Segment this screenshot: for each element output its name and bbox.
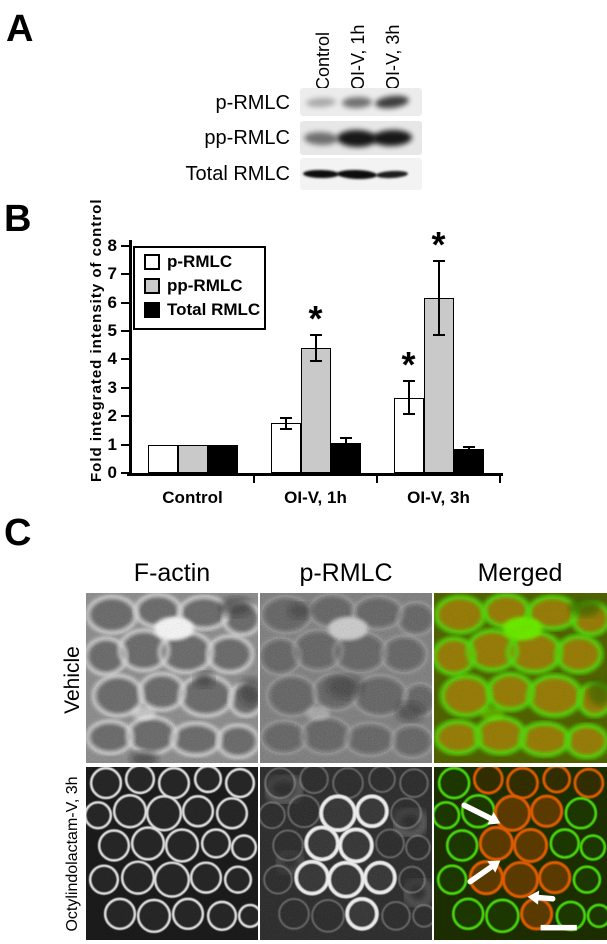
legend-swatch-pp-rmlc xyxy=(144,278,160,294)
error-bar-cap xyxy=(309,360,322,363)
error-bar-cap xyxy=(402,413,415,416)
x-axis xyxy=(127,473,503,476)
micrograph-oiv-f-actin xyxy=(86,767,258,940)
x-tick-label: Control xyxy=(162,488,223,507)
blot-row-label-total-rmlc: Total RMLC xyxy=(185,163,290,185)
legend-label-pp-rmlc: pp-RMLC xyxy=(167,276,243,295)
y-tick-label: 4 xyxy=(107,349,117,369)
y-tick-label: 7 xyxy=(107,264,117,284)
panel-c-label: C xyxy=(4,512,32,554)
arrow-icon xyxy=(461,802,501,825)
arrow-icon xyxy=(467,860,501,885)
error-bar-cap xyxy=(309,333,322,336)
legend-entry-total-rmlc: Total RMLC xyxy=(144,300,264,320)
error-bar-cap xyxy=(402,380,415,383)
y-tick-label: 1 xyxy=(107,434,117,454)
y-tick-mark xyxy=(121,273,131,276)
column-header-f-actin: F-actin xyxy=(133,559,211,587)
arrow-icon xyxy=(527,890,556,905)
error-bar xyxy=(284,417,287,429)
y-tick-label: 5 xyxy=(107,321,117,340)
y-tick-mark xyxy=(121,415,131,418)
bar-p-RMLC xyxy=(270,423,301,473)
error-bar-cap xyxy=(279,427,292,430)
y-tick-label: 0 xyxy=(107,463,117,482)
y-tick-mark xyxy=(121,358,131,361)
y-tick-mark xyxy=(121,386,131,389)
y-axis xyxy=(129,240,132,476)
panel-b-label: B xyxy=(4,198,32,240)
significance-asterisk: * xyxy=(431,224,446,266)
bar-pp-RMLC xyxy=(177,444,208,473)
legend-swatch-total-rmlc xyxy=(144,302,160,318)
bar-Total RMLC xyxy=(453,448,484,473)
error-bar-cap xyxy=(339,445,352,448)
oiv-f-actin-image xyxy=(86,767,258,940)
column-header-p-rmlc: p-RMLC xyxy=(299,559,393,587)
error-bar-cap xyxy=(279,416,292,419)
legend-swatch-p-rmlc xyxy=(144,254,160,270)
oiv-p-rmlc-image xyxy=(260,767,432,940)
row-label-octylindolactam: Octylindolactam-V, 3h xyxy=(64,776,81,932)
blot-row-label-pp-rmlc: pp-RMLC xyxy=(204,127,290,149)
bar-p-RMLC xyxy=(147,444,178,473)
error-bar xyxy=(314,334,317,362)
bar-pp-RMLC xyxy=(300,348,331,473)
bar-chart: 0 1 2 3 4 5 6 7 8 Control OI-V, 1h * OI-V, 3h * * xyxy=(107,224,503,507)
y-tick-mark xyxy=(121,301,131,304)
y-tick-mark xyxy=(121,244,131,247)
legend-entry-pp-rmlc: pp-RMLC xyxy=(144,276,264,296)
y-tick-label: 8 xyxy=(107,235,117,255)
legend-label-p-rmlc: p-RMLC xyxy=(167,252,233,271)
x-tick-mark xyxy=(376,476,378,483)
error-bar xyxy=(437,261,440,336)
chart-legend: p-RMLC pp-RMLC Total RMLC xyxy=(133,246,266,330)
micrograph-oiv-merged xyxy=(434,767,607,940)
x-tick-label: OI-V, 3h xyxy=(407,488,470,507)
bar-Total RMLC xyxy=(207,444,238,473)
x-tick-mark xyxy=(499,476,501,483)
error-bar xyxy=(467,446,470,452)
error-bar xyxy=(407,381,410,415)
vehicle-f-actin-image xyxy=(86,593,258,763)
error-bar-cap xyxy=(432,334,445,337)
y-tick-mark xyxy=(121,330,131,332)
micrograph-vehicle-f-actin xyxy=(86,593,258,763)
micrograph-vehicle-merged xyxy=(434,593,607,763)
error-bar-cap xyxy=(432,260,445,263)
scale-bar xyxy=(540,924,577,931)
micrograph-oiv-p-rmlc xyxy=(260,767,432,940)
y-tick-mark xyxy=(121,472,131,474)
oiv-merged-image xyxy=(434,767,607,940)
y-tick-label: 3 xyxy=(107,377,117,397)
error-bar-cap xyxy=(462,445,475,448)
x-tick-label: OI-V, 1h xyxy=(284,488,347,507)
vehicle-p-rmlc-image xyxy=(260,593,432,763)
column-header-merged: Merged xyxy=(477,559,563,587)
error-bar-cap xyxy=(339,437,352,440)
x-tick-mark xyxy=(253,476,255,483)
vehicle-merged-image xyxy=(434,593,607,763)
legend-label-total-rmlc: Total RMLC xyxy=(167,300,261,319)
y-tick-label: 6 xyxy=(107,292,117,312)
micrograph-vehicle-p-rmlc xyxy=(260,593,432,763)
error-bar-cap xyxy=(462,450,475,453)
significance-asterisk: * xyxy=(401,344,416,386)
significance-asterisk: * xyxy=(308,297,323,339)
panel-a-label: A xyxy=(6,8,34,50)
row-label-vehicle: Vehicle xyxy=(61,646,84,714)
y-tick-label: 2 xyxy=(107,406,117,426)
y-tick-mark xyxy=(121,443,131,446)
legend-entry-p-rmlc: p-RMLC xyxy=(144,252,264,272)
error-bar xyxy=(344,438,347,447)
blot-row-label-p-rmlc: p-RMLC xyxy=(215,92,290,114)
